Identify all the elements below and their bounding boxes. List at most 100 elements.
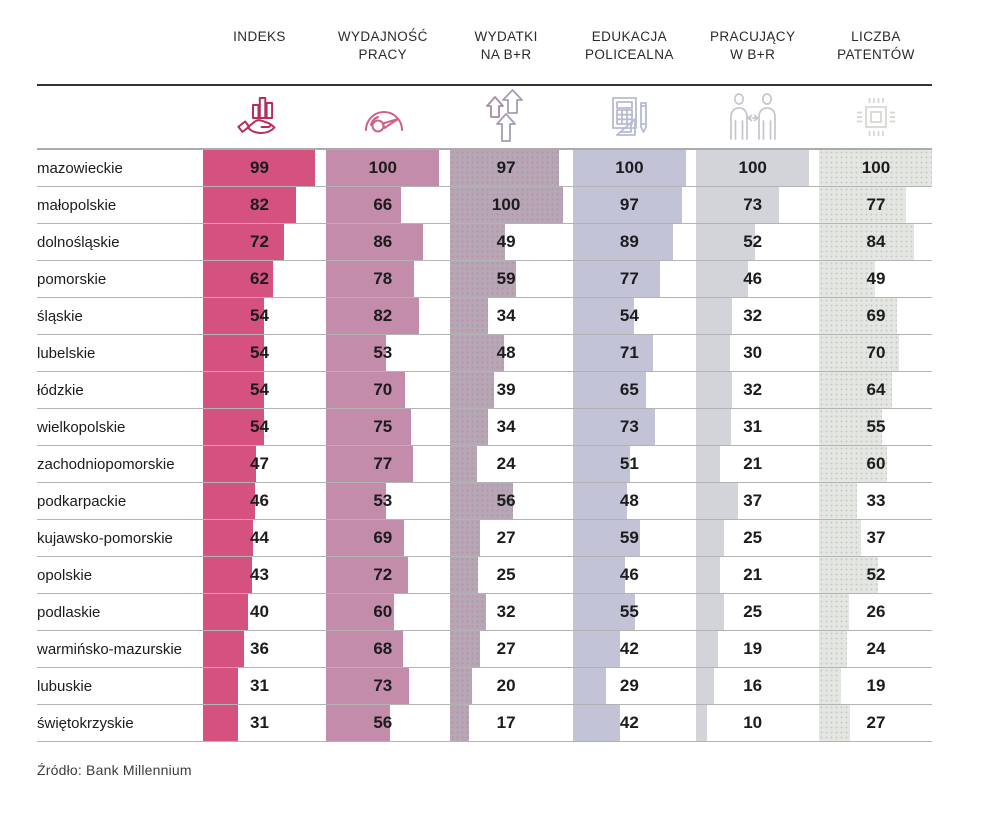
bar-cell-edukacja-policealna: 48 [572,483,696,519]
bar-value: 68 [373,639,393,658]
region-cell: zachodniopomorskie [37,446,203,482]
header-label: INDEKS [233,29,286,44]
bar-cell-indeks: 31 [203,668,326,704]
bar [819,705,850,741]
bar-cell-indeks: 36 [203,631,326,667]
bar-value: 34 [496,417,516,436]
bar [696,150,810,186]
bar-value: 33 [866,491,886,510]
bar [572,594,636,630]
bar [326,372,406,408]
bar [819,631,847,667]
bar-cell-edukacja-policealna: 29 [572,668,696,704]
bar-cell-pracujacy-w-br: 25 [696,520,819,556]
bar-value: 100 [615,158,644,177]
bar [572,409,656,445]
bar-cell-pracujacy-w-br: 19 [696,631,819,667]
bar-cell-liczba-patentow: 70 [819,335,932,371]
bar-cell-wydatki-na-br: 97 [449,150,573,186]
header-spacer [37,28,203,84]
bar-cell-wydajnosc-pracy: 72 [326,557,449,593]
region-label: dolnośląskie [37,233,120,251]
bar-value: 60 [866,454,886,473]
header-label: PRACUJĄCY [710,29,796,44]
bar-value: 54 [250,343,269,362]
bar-cell-edukacja-policealna: 100 [572,150,696,186]
bar [326,705,390,741]
bar [696,187,779,223]
bar-value: 59 [619,528,639,547]
bar [819,557,879,593]
table-row: lubuskie 31 73 20 29 16 19 [37,668,933,705]
bar [203,335,264,371]
bar [572,150,686,186]
region-cell: lubuskie [37,668,203,704]
region-label: lubelskie [37,344,96,362]
chart-table: INDEKS WYDAJNOŚĆ PRACY WYDATKI NA B+R EDUK… [37,28,933,742]
bar-value: 53 [373,343,393,362]
region-label: małopolskie [37,196,117,214]
bar-value: 25 [743,528,763,547]
bar [572,631,621,667]
bar-cell-wydatki-na-br: 25 [449,557,573,593]
bar [572,483,628,519]
bar [326,594,395,630]
bar [819,409,882,445]
bar [449,372,494,408]
header-liczba-patentow: LICZBA PATENTÓW [819,28,932,84]
bar-value: 56 [373,713,393,732]
bar [819,520,862,556]
bar-cell-pracujacy-w-br: 10 [696,705,819,741]
bar [203,594,249,630]
bar [819,372,892,408]
header-wydajnosc-pracy: WYDAJNOŚĆ PRACY [326,28,449,84]
table-row: warmińsko-mazurskie 36 68 27 42 19 24 [37,631,933,668]
bar-value: 78 [373,269,393,288]
bar-cell-indeks: 54 [203,409,326,445]
header-indeks: INDEKS [203,28,326,84]
bar-cell-liczba-patentow: 69 [819,298,932,334]
bar [326,261,415,297]
bar [696,668,715,704]
bar-value: 16 [743,676,763,695]
region-label: zachodniopomorskie [37,455,175,473]
table-row: lubelskie 54 53 48 71 30 70 [37,335,933,372]
bar-value: 31 [743,417,763,436]
bar-cell-wydatki-na-br: 39 [449,372,573,408]
bar [449,335,504,371]
bar [572,557,625,593]
bar-cell-wydajnosc-pracy: 53 [326,483,449,519]
bar [696,631,718,667]
bar-cell-liczba-patentow: 77 [819,187,932,223]
header-label: PRACY [358,46,408,62]
bar-value: 39 [496,380,516,399]
bar [326,224,424,260]
bar [326,520,405,556]
bar-cell-wydajnosc-pracy: 53 [326,335,449,371]
bar [449,446,477,482]
region-cell: opolskie [37,557,203,593]
bar-value: 46 [619,565,639,584]
bar-cell-edukacja-policealna: 71 [572,335,696,371]
region-cell: łódzkie [37,372,203,408]
bar [203,298,264,334]
bar-value: 72 [373,565,393,584]
bar [449,631,481,667]
header-edukacja-policealna: EDUKACJA POLICEALNA [573,28,696,84]
bar-cell-wydatki-na-br: 32 [449,594,573,630]
bar-cell-pracujacy-w-br: 16 [696,668,819,704]
bar-cell-indeks: 54 [203,335,326,371]
bar [696,446,720,482]
bar-value: 30 [743,343,763,362]
bar-value: 26 [866,602,886,621]
table-row: zachodniopomorskie 47 77 24 51 21 60 [37,446,933,483]
bar [572,224,674,260]
bar [449,705,469,741]
bar-value: 77 [866,195,886,214]
bar [819,335,899,371]
bar-cell-liczba-patentow: 37 [819,520,932,556]
bar-value: 31 [250,676,269,695]
region-label: pomorskie [37,270,107,288]
bar-value: 27 [496,528,516,547]
bar [819,446,888,482]
